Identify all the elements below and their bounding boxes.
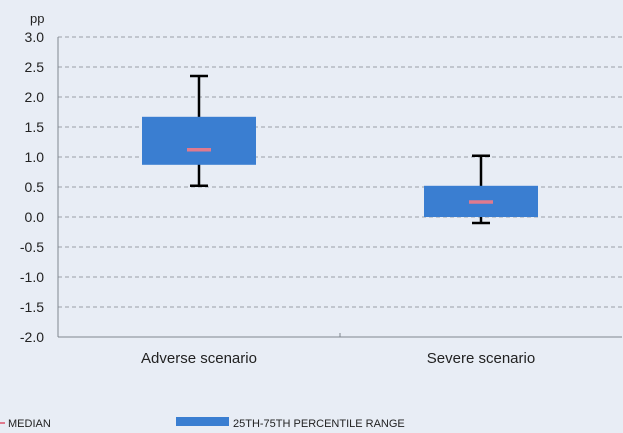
legend-range-label: 25TH-75TH PERCENTILE RANGE	[233, 418, 405, 428]
y-tick-labels: 3.0 2.5 2.0 1.5 1.0 0.5 0.0 -0.5 -1.0 -1.5 -2.0	[20, 29, 44, 345]
x-tick-label: Adverse scenario	[141, 350, 257, 367]
legend: MEDIAN 25TH-75TH PERCENTILE RANGE	[0, 417, 405, 430]
boxes	[142, 74, 538, 225]
y-tick-label: 1.5	[25, 119, 45, 135]
axes: pp	[30, 11, 622, 338]
y-tick-label: -0.5	[20, 239, 44, 255]
y-axis-unit-label: pp	[30, 11, 44, 26]
y-tick-label: -2.0	[20, 329, 44, 345]
box-group	[142, 74, 256, 188]
y-tick-label: 3.0	[25, 29, 45, 45]
iqr-box	[142, 116, 256, 165]
y-tick-label: 0.0	[25, 209, 45, 225]
y-tick-label: -1.0	[20, 269, 44, 285]
y-tick-label: -1.5	[20, 299, 44, 315]
legend-range-swatch	[176, 417, 229, 426]
y-tick-label: 1.0	[25, 149, 45, 165]
box-group	[424, 154, 538, 225]
grid	[58, 36, 622, 308]
legend-median-label: MEDIAN	[8, 418, 51, 428]
x-tick-label: Severe scenario	[427, 350, 535, 367]
y-tick-label: 2.5	[25, 59, 45, 75]
y-tick-label: 2.0	[25, 89, 45, 105]
y-tick-label: 0.5	[25, 179, 45, 195]
x-tick-labels: Adverse scenario Severe scenario	[141, 350, 535, 367]
